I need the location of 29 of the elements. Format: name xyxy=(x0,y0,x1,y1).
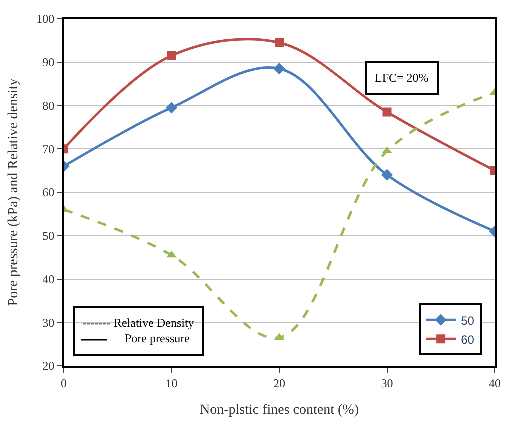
y-tick-label: 90 xyxy=(42,56,55,70)
y-tick-label: 70 xyxy=(42,142,55,156)
point xyxy=(167,51,176,60)
x-axis-title: Non-plstic fines content (%) xyxy=(200,403,360,418)
y-tick-label: 40 xyxy=(42,272,55,286)
x-tick-label: 0 xyxy=(61,376,67,390)
y-axis-title: Pore pressure (kPa) and Relative density xyxy=(6,78,22,306)
x-tick-label: 30 xyxy=(381,376,394,390)
x-tick-label: 20 xyxy=(274,376,286,390)
x-tick-label: 40 xyxy=(489,376,501,390)
x-tick-label: 10 xyxy=(166,376,178,390)
annotation: ------- Relative Density xyxy=(83,316,194,330)
y-tick-label: 50 xyxy=(42,229,55,244)
point xyxy=(166,250,177,258)
annotation: LFC= 20% xyxy=(375,71,429,85)
point xyxy=(382,108,392,117)
y-tick-label: 100 xyxy=(36,12,55,26)
point xyxy=(166,102,178,114)
y-tick-label: 30 xyxy=(42,316,55,330)
annotation: Pore pressure xyxy=(83,332,190,346)
point xyxy=(382,146,392,154)
point xyxy=(275,38,284,48)
y-tick-label: 60 xyxy=(42,186,55,200)
y-tick-label: 80 xyxy=(42,98,55,113)
y-tick-label: 20 xyxy=(42,359,55,374)
point xyxy=(381,169,394,181)
point xyxy=(274,63,286,75)
legend-label: 50 xyxy=(461,314,475,328)
legend-label: 60 xyxy=(461,332,475,347)
